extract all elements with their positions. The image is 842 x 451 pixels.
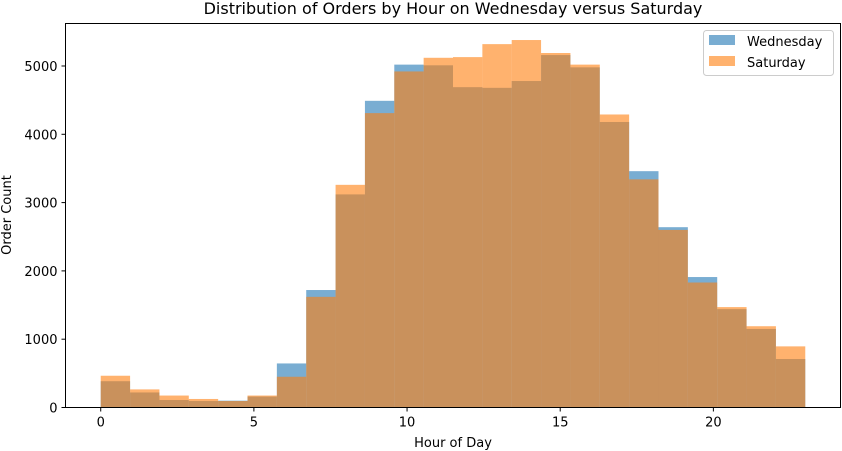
- bar-saturday-22: [746, 326, 776, 408]
- bar-saturday-19: [658, 229, 688, 408]
- bar-saturday-1: [130, 389, 160, 408]
- bar-saturday-7: [306, 296, 336, 408]
- bar-saturday-17: [599, 114, 630, 408]
- x-tick-label: 15: [552, 416, 569, 431]
- bar-saturday-12: [453, 57, 483, 408]
- x-tick-label: 5: [250, 416, 258, 431]
- y-tick-label: 1000: [24, 333, 57, 348]
- legend: Wednesday Saturday: [703, 30, 834, 76]
- x-tick-label: 0: [97, 416, 105, 431]
- bar-saturday-15: [541, 53, 571, 408]
- y-tick-label: 3000: [24, 197, 57, 212]
- bar-saturday-9: [364, 113, 395, 408]
- bar-saturday-8: [335, 184, 365, 408]
- legend-box: [703, 30, 834, 76]
- x-axis-ticks: 0 5 10 15 20: [97, 407, 722, 431]
- y-tick-label: 2000: [24, 265, 57, 280]
- y-tick-label: 0: [49, 402, 57, 417]
- bar-saturday-0: [100, 375, 131, 408]
- bar-saturday-3: [188, 398, 219, 408]
- y-axis-label: Order Count: [0, 175, 15, 255]
- bar-saturday-16: [570, 64, 600, 408]
- bar-saturday-21: [717, 307, 747, 408]
- x-tick-label: 10: [399, 416, 416, 431]
- y-tick-label: 4000: [24, 128, 57, 143]
- x-axis-label: Hour of Day: [414, 436, 492, 451]
- bar-saturday-18: [629, 179, 659, 408]
- y-axis-ticks: 0 1000 2000 3000 4000 5000: [24, 60, 66, 417]
- bar-saturday-11: [423, 57, 453, 408]
- plot-bars: [100, 40, 806, 408]
- legend-swatch-saturday: [709, 56, 735, 66]
- legend-label-saturday: Saturday: [747, 56, 806, 71]
- bar-saturday-2: [159, 395, 189, 408]
- axes-frame: [65, 23, 841, 408]
- bar-saturday-5: [247, 395, 277, 408]
- bar-saturday-23: [775, 346, 806, 408]
- bar-saturday-14: [511, 40, 542, 408]
- bar-saturday-4: [218, 401, 248, 408]
- legend-label-wednesday: Wednesday: [747, 35, 823, 50]
- x-tick-label: 20: [705, 416, 722, 431]
- chart-title: Distribution of Orders by Hour on Wednes…: [204, 0, 703, 18]
- legend-swatch-wednesday: [709, 35, 735, 45]
- bar-saturday-20: [687, 282, 718, 408]
- y-tick-label: 5000: [24, 60, 57, 75]
- bar-saturday-6: [276, 376, 307, 408]
- bar-saturday-10: [394, 71, 424, 408]
- bar-saturday-13: [482, 44, 512, 408]
